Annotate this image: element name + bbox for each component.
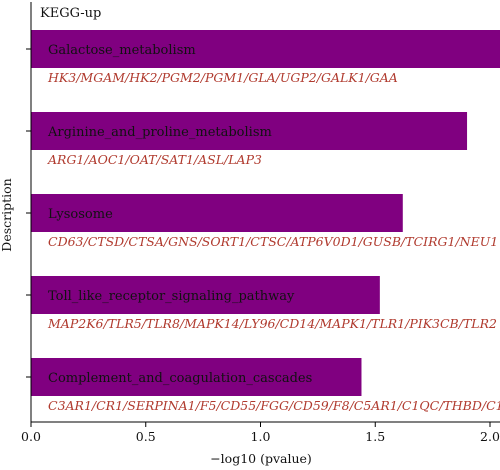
gene-list-label: MAP2K6/TLR5/TLR8/MAPK14/LY96/CD14/MAPK1/… (47, 316, 497, 331)
bar (31, 30, 500, 68)
x-tick-label: 1.5 (365, 429, 385, 444)
x-tick-label: 0.5 (136, 429, 156, 444)
x-tick-label: 2.0 (480, 429, 500, 444)
bar-label: Galactose_metabolism (48, 43, 196, 58)
bar-labels: Galactose_metabolism HK3/MGAM/HK2/PGM2/PG… (47, 43, 500, 413)
gene-list-label: CD63/CTSD/CTSA/GNS/SORT1/CTSC/ATP6V0D1/G… (48, 234, 498, 249)
y-axis-label: Description (0, 178, 14, 251)
bar-label: Complement_and_coagulation_cascades (48, 371, 312, 386)
bar (31, 112, 468, 150)
bar (31, 276, 380, 314)
bar (31, 358, 362, 396)
x-axis-label: −log10 (pvalue) (210, 451, 312, 466)
x-tick-label: 1.0 (251, 429, 271, 444)
bar-label: Toll_like_receptor_signaling_pathway (48, 289, 295, 304)
bar-label: Arginine_and_proline_metabolism (47, 125, 272, 140)
gene-list-label: C3AR1/CR1/SERPINA1/F5/CD55/FGG/CD59/F8/C… (48, 398, 500, 413)
gene-list-label: ARG1/AOC1/OAT/SAT1/ASL/LAP3 (47, 152, 262, 167)
x-ticks: 0.0 0.5 1.0 1.5 2.0 (21, 422, 500, 444)
gene-list-label: HK3/MGAM/HK2/PGM2/PGM1/GLA/UGP2/GALK1/GA… (47, 70, 398, 85)
bar (31, 194, 403, 232)
bar-label: Lysosome (48, 207, 113, 222)
x-tick-label: 0.0 (21, 429, 41, 444)
bars (31, 30, 500, 396)
chart-title: KEGG-up (40, 6, 101, 21)
y-ticks (26, 48, 31, 378)
